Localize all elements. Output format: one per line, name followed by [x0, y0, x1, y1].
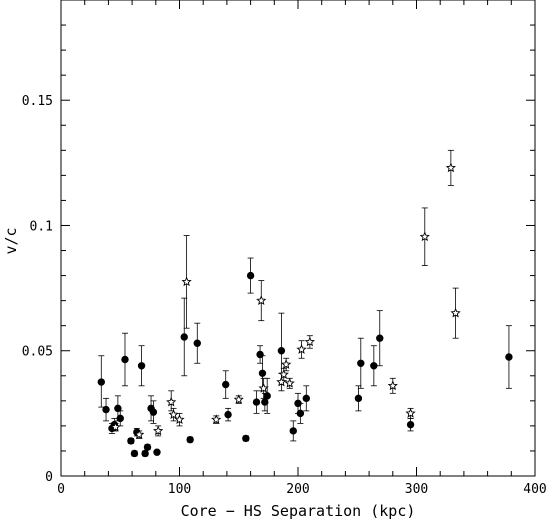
filled-point	[186, 435, 194, 444]
filled-point	[256, 350, 264, 359]
filled-point	[296, 409, 305, 418]
x-tick-label: 100	[168, 482, 191, 497]
y-tick-label: 0	[45, 470, 53, 485]
star-point	[276, 376, 287, 387]
star-point	[419, 231, 430, 242]
star-point	[134, 429, 145, 440]
x-tick-label: 400	[523, 482, 546, 497]
star-point	[296, 344, 307, 354]
filled-point	[302, 394, 310, 403]
star-point	[278, 369, 289, 379]
star-point	[110, 421, 121, 432]
filled-point	[357, 359, 365, 367]
x-axis-label: Core − HS Separation (kpc)	[181, 502, 416, 520]
filled-point	[153, 448, 161, 456]
filled-point	[246, 271, 255, 280]
filled-point	[289, 427, 297, 435]
x-tick-label: 300	[405, 482, 428, 497]
filled-point	[121, 355, 129, 364]
y-tick-label: 0.1	[30, 219, 53, 234]
star-point	[256, 295, 267, 305]
filled-point	[252, 398, 261, 406]
star-point	[304, 336, 315, 347]
star-point	[211, 414, 222, 424]
filled-point	[149, 408, 158, 416]
filled-point	[261, 398, 269, 406]
filled-point	[116, 414, 124, 423]
filled-point	[143, 443, 152, 451]
filled-point	[127, 437, 135, 445]
data-points	[97, 162, 513, 458]
star-point	[281, 359, 292, 369]
filled-point	[114, 404, 122, 413]
x-tick-label: 200	[286, 482, 309, 497]
error-bars	[98, 149, 512, 457]
x-tick-label: 0	[57, 482, 65, 497]
filled-point	[376, 334, 384, 342]
filled-point	[180, 333, 188, 341]
filled-point	[406, 420, 415, 429]
filled-point	[130, 449, 139, 458]
filled-point	[354, 394, 363, 403]
y-tick-label: 0.05	[22, 345, 53, 360]
filled-point	[97, 378, 105, 386]
star-point	[181, 276, 192, 287]
star-point	[445, 162, 456, 173]
filled-point	[277, 347, 286, 355]
filled-point	[102, 405, 110, 414]
filled-point	[222, 380, 230, 389]
star-point	[450, 307, 461, 318]
filled-point	[193, 339, 201, 347]
star-point	[166, 396, 177, 407]
star-point	[153, 425, 164, 436]
filled-point	[224, 410, 232, 419]
star-point	[387, 380, 398, 391]
axis-ticks: 0 100 200 300 400 0 0.05 0.1 0.15	[22, 0, 547, 497]
filled-point	[294, 399, 302, 408]
filled-point	[370, 362, 378, 370]
filled-point	[258, 369, 267, 377]
filled-point	[141, 449, 149, 458]
star-point	[284, 377, 295, 388]
y-axis-label: v/c	[2, 227, 20, 254]
filled-point	[505, 353, 513, 361]
star-point	[405, 408, 416, 418]
star-point	[258, 382, 269, 393]
filled-point	[242, 434, 250, 443]
y-tick-label: 0.15	[22, 94, 53, 109]
star-point	[168, 409, 179, 419]
filled-point	[137, 362, 146, 370]
star-point	[233, 394, 244, 404]
filled-point	[263, 392, 271, 400]
star-point	[174, 414, 185, 424]
